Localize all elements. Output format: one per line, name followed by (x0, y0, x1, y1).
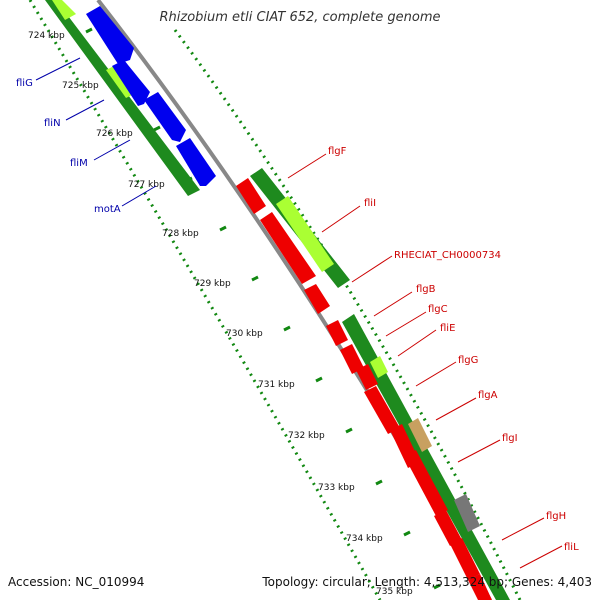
gene-label-flgI[interactable]: flgI (502, 433, 518, 444)
gene-label-flgA[interactable]: flgA (478, 390, 498, 401)
gene-label-flgH[interactable]: flgH (546, 511, 566, 522)
blue-cds[interactable] (112, 60, 150, 106)
upper-gene-band (45, 0, 216, 196)
red-cds[interactable] (340, 344, 364, 374)
tan-cds[interactable] (408, 418, 432, 452)
accession-label: Accession: NC_010994 (8, 575, 145, 589)
gene-label-fliI[interactable]: fliI (364, 198, 376, 209)
tick-mark (251, 275, 259, 282)
gene-label-motA[interactable]: motA (94, 204, 121, 215)
gray-cds[interactable] (454, 494, 480, 532)
left-gene-labels: fliG fliN fliM motA (16, 57, 157, 215)
kbp-label: 724 kbp (28, 31, 65, 41)
kbp-label: 728 kbp (162, 229, 199, 239)
lightgreen-cds[interactable] (370, 356, 388, 378)
gene-label-RHECIAT_CH0000734[interactable]: RHECIAT_CH0000734 (394, 250, 501, 261)
gene-label-fliE[interactable]: fliE (440, 323, 455, 334)
tick-mark (375, 479, 383, 486)
gene-label-flgG[interactable]: flgG (458, 355, 478, 366)
red-cds[interactable] (236, 178, 266, 214)
kbp-labels: 724 kbp 725 kbp 726 kbp 727 kbp 728 kbp 729 k… (28, 31, 413, 597)
red-cds[interactable] (450, 538, 480, 580)
tick-mark (153, 125, 161, 132)
lower-gene-band (236, 168, 510, 600)
kbp-label: 735 kbp (376, 587, 413, 597)
scale-track-left (28, 0, 382, 600)
red-cds[interactable] (364, 386, 400, 434)
blue-cds[interactable] (144, 92, 186, 142)
gene-label-flgF[interactable]: flgF (328, 146, 347, 157)
red-cds[interactable] (356, 364, 378, 390)
gene-label-flgB[interactable]: flgB (416, 284, 436, 295)
gene-label-fliN[interactable]: fliN (44, 118, 61, 129)
tick-mark (403, 530, 411, 537)
red-cds[interactable] (468, 574, 492, 600)
topology-label: Topology: circular; Length: 4,513,324 bp… (262, 575, 592, 589)
tick-mark (345, 427, 353, 434)
blue-cds[interactable] (176, 138, 216, 186)
green-cds[interactable] (45, 0, 200, 196)
map-title: Rhizobium etli CIAT 652, complete genome (159, 10, 441, 25)
kbp-label: 726 kbp (96, 129, 133, 139)
tick-mark (283, 325, 291, 332)
red-cds[interactable] (304, 284, 330, 314)
red-cds[interactable] (434, 510, 462, 546)
scale-track-right (173, 29, 522, 600)
blue-cds[interactable] (86, 6, 134, 64)
red-cds[interactable] (260, 212, 316, 284)
kbp-label: 734 kbp (346, 534, 383, 544)
tick-mark (433, 583, 441, 590)
kbp-label: 733 kbp (318, 483, 355, 493)
kbp-label: 730 kbp (226, 329, 263, 339)
kbp-label: 731 kbp (258, 380, 295, 390)
genome-backbone (96, 0, 492, 600)
gene-label-fliG[interactable]: fliG (16, 78, 33, 89)
gene-label-flgC[interactable]: flgC (428, 304, 448, 315)
gene-label-fliM[interactable]: fliM (70, 158, 88, 169)
tick-mark (315, 376, 323, 383)
lightgreen-cds[interactable] (52, 0, 76, 20)
kbp-label: 725 kbp (62, 81, 99, 91)
kbp-label: 732 kbp (288, 431, 325, 441)
lightgreen-cds[interactable] (276, 196, 334, 272)
tick-mark (85, 27, 93, 34)
kbp-label: 727 kbp (128, 180, 165, 190)
green-cds[interactable] (342, 314, 510, 600)
red-cds[interactable] (404, 450, 448, 516)
gene-label-fliL[interactable]: fliL (564, 542, 579, 553)
tick-mark (219, 225, 227, 232)
red-cds[interactable] (326, 320, 348, 346)
kbp-label: 729 kbp (194, 279, 231, 289)
right-gene-labels: flgF fliI RHECIAT_CH0000734 flgB flgC fl… (287, 146, 579, 569)
